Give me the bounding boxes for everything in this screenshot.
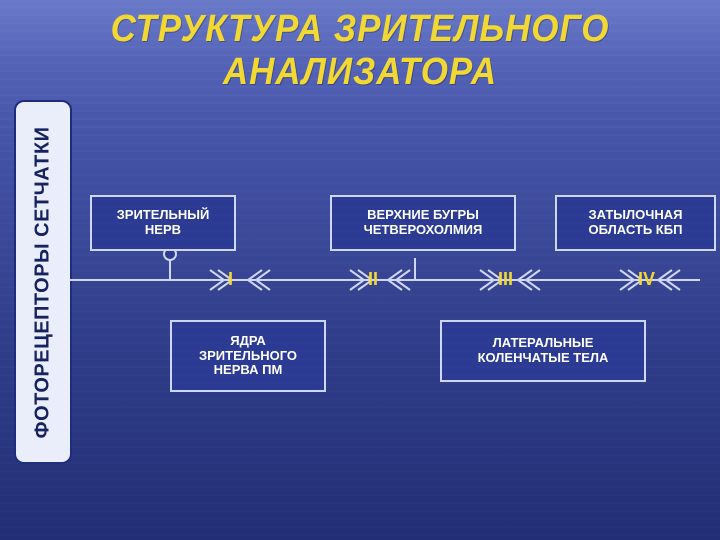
- box-lat-kolen: ЛАТЕРАЛЬНЫЕКОЛЕНЧАТЫЕ ТЕЛА: [440, 320, 646, 382]
- stage-marker-II: II: [368, 269, 378, 290]
- box-yadra-pm: ЯДРАЗРИТЕЛЬНОГОНЕРВА ПМ: [170, 320, 326, 392]
- stage-marker-III: III: [498, 269, 513, 290]
- box-zrit-nerv: ЗРИТЕЛЬНЫЙНЕРВ: [90, 195, 236, 251]
- box-zatyl-kbp: ЗАТЫЛОЧНАЯОБЛАСТЬ КБП: [555, 195, 716, 251]
- slide-stage: СТРУКТУРА ЗРИТЕЛЬНОГО АНАЛИЗАТОРА ФОТОРЕ…: [0, 0, 720, 540]
- sidebar-label: ФОТОРЕЦЕПТОРЫ СЕТЧАТКИ: [32, 126, 55, 438]
- box-verh-bugry: ВЕРХНИЕ БУГРЫЧЕТВЕРОХОЛМИЯ: [330, 195, 516, 251]
- stage-marker-IV: IV: [638, 269, 655, 290]
- stage-marker-I: I: [228, 269, 233, 290]
- page-title: СТРУКТУРА ЗРИТЕЛЬНОГО АНАЛИЗАТОРА: [29, 8, 691, 94]
- sidebar-photoreceptors: ФОТОРЕЦЕПТОРЫ СЕТЧАТКИ: [14, 100, 72, 464]
